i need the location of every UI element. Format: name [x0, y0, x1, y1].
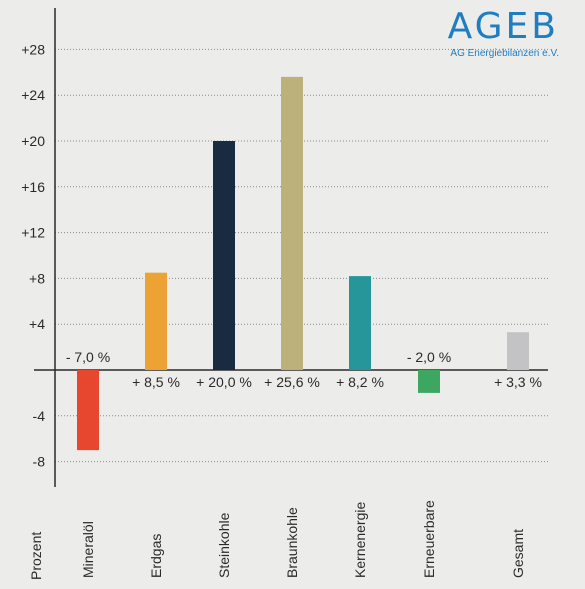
data-label: - 2,0 %: [407, 349, 451, 365]
data-label: + 25,6 %: [264, 374, 320, 390]
x-tick-label: Steinkohle: [216, 512, 232, 578]
y-tick-label: +20: [21, 133, 45, 149]
x-tick-label: Kernenergie: [352, 502, 368, 578]
y-tick-label: +24: [21, 87, 45, 103]
bar: [281, 76, 303, 370]
data-label: + 8,2 %: [336, 374, 384, 390]
y-tick-label: +8: [29, 270, 45, 286]
x-tick-label: Braunkohle: [284, 507, 300, 578]
y-tick-label: +12: [21, 225, 45, 241]
x-tick-label: Erdgas: [148, 534, 164, 578]
y-tick-label: +28: [21, 41, 45, 57]
bar: [77, 370, 99, 451]
x-tick-label: Mineralöl: [80, 521, 96, 578]
data-label: + 8,5 %: [132, 374, 180, 390]
x-tick-label: Gesamt: [510, 529, 526, 578]
bar: [418, 370, 440, 393]
logo-subtitle: AG Energiebilanzen e.V.: [450, 48, 559, 59]
bar: [213, 141, 235, 370]
y-tick-label: -4: [33, 408, 46, 424]
y-tick-label: +16: [21, 179, 45, 195]
bar: [507, 332, 529, 370]
data-label: - 7,0 %: [66, 349, 110, 365]
bar: [145, 272, 167, 370]
x-tick-label: Erneuerbare: [421, 500, 437, 578]
data-label: + 3,3 %: [494, 374, 542, 390]
bar: [349, 276, 371, 370]
ageb-logo: AGEB AG Energiebilanzen e.V.: [448, 8, 559, 60]
y-tick-label: +4: [29, 316, 45, 332]
data-label: + 20,0 %: [196, 374, 252, 390]
logo-title: AGEB: [447, 6, 559, 47]
y-axis-label: Prozent: [28, 532, 44, 580]
y-tick-label: -8: [33, 454, 46, 470]
